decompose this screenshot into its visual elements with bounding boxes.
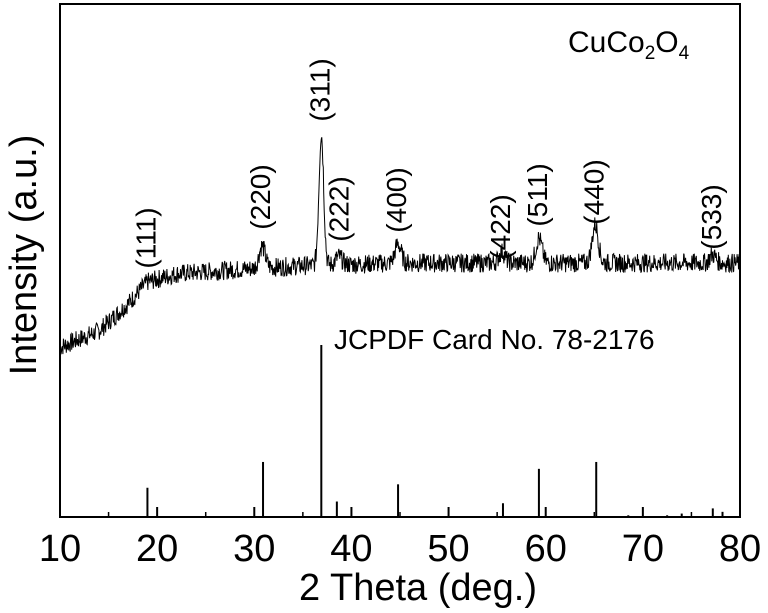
hkl-label: (533) bbox=[696, 184, 727, 249]
x-tick-label: 70 bbox=[622, 528, 664, 570]
hkl-label: (400) bbox=[381, 167, 412, 232]
reference-pattern bbox=[147, 345, 722, 517]
hkl-label: (311) bbox=[304, 58, 335, 121]
hkl-label: (111) bbox=[130, 207, 161, 268]
hkl-labels: (111) (220) (311) (222) (400) (422)(511) (440)… bbox=[130, 58, 726, 268]
hkl-label: (511) bbox=[522, 163, 553, 226]
hkl-label: (222) bbox=[324, 176, 355, 241]
hkl-label: (422) bbox=[485, 194, 516, 259]
x-axis-label: 2 Theta (deg.) bbox=[299, 567, 537, 609]
hkl-label: (440) bbox=[578, 159, 609, 224]
sample-label: CuCo2O4 bbox=[568, 26, 690, 64]
x-tick-label: 30 bbox=[233, 528, 275, 570]
hkl-label: (220) bbox=[245, 164, 276, 229]
x-tick-label: 60 bbox=[525, 528, 567, 570]
y-axis-label: Intensity (a.u.) bbox=[3, 135, 45, 376]
x-tick-label: 20 bbox=[136, 528, 178, 570]
reference-card-label: JCPDF Card No. 78-2176 bbox=[334, 324, 655, 355]
x-tick-label: 80 bbox=[719, 528, 761, 570]
x-tick-label: 40 bbox=[330, 528, 372, 570]
x-tick-label: 10 bbox=[39, 528, 81, 570]
x-tick-label: 50 bbox=[427, 528, 469, 570]
